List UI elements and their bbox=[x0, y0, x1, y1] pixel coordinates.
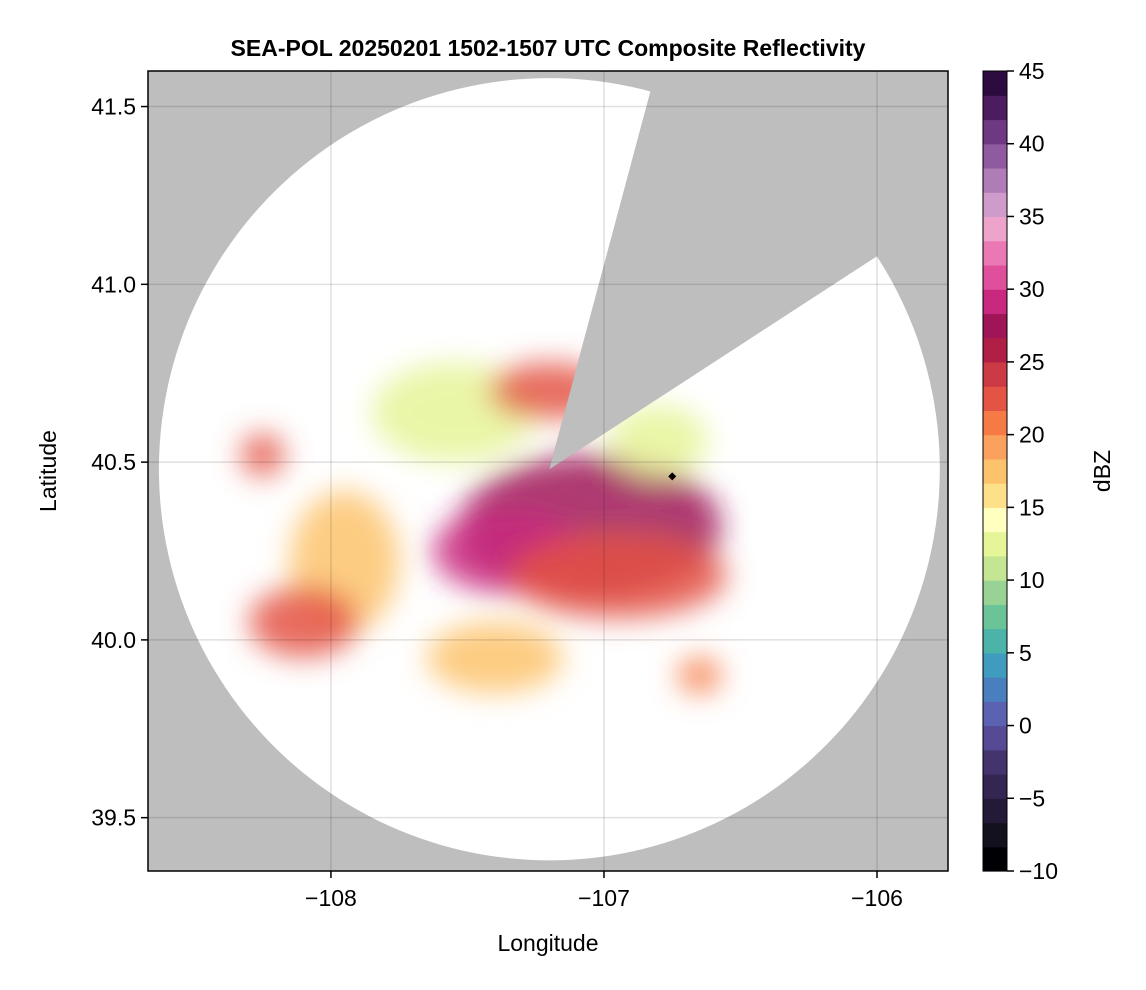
y-tick-label-3: 41.0 bbox=[91, 271, 136, 297]
colorbar-swatch-30 bbox=[983, 119, 1007, 145]
y-tick-label-2: 40.5 bbox=[91, 449, 136, 475]
y-tick-label-4: 41.5 bbox=[91, 94, 136, 120]
colorbar-swatch-6 bbox=[983, 701, 1007, 727]
colorbar-swatch-31 bbox=[983, 95, 1007, 121]
x-axis-ticks: −108 −107 −106 bbox=[305, 871, 903, 911]
colorbar-swatch-19 bbox=[983, 386, 1007, 411]
colorbar-swatch-17 bbox=[983, 434, 1007, 460]
x-tick-label-0: −108 bbox=[305, 885, 357, 911]
cb-tick-label-11: 45 bbox=[1019, 58, 1045, 84]
colorbar-swatch-24 bbox=[983, 264, 1007, 290]
colorbar-swatch-18 bbox=[983, 410, 1007, 436]
y-tick-label-0: 39.5 bbox=[91, 805, 136, 831]
chart-title: SEA-POL 20250201 1502-1507 UTC Composite… bbox=[231, 35, 866, 61]
colorbar-swatch-15 bbox=[983, 483, 1007, 508]
y-axis-ticks: 39.5 40.0 40.5 41.0 41.5 bbox=[91, 94, 148, 831]
colorbar-swatch-11 bbox=[983, 580, 1007, 605]
plot-frame bbox=[147, 70, 949, 872]
colorbar-label: dBZ bbox=[1089, 450, 1115, 492]
colorbar-swatch-0 bbox=[983, 846, 1007, 872]
colorbar-swatch-10 bbox=[983, 604, 1007, 630]
colorbar-swatch-4 bbox=[983, 749, 1007, 775]
colorbar-swatch-32 bbox=[983, 71, 1007, 96]
colorbar-swatch-29 bbox=[983, 143, 1007, 169]
cb-tick-label-7: 25 bbox=[1019, 349, 1045, 375]
colorbar-swatch-25 bbox=[983, 240, 1007, 266]
colorbar-ticks: −10 −5 0 5 10 15 20 25 30 35 40 45 bbox=[1007, 58, 1058, 884]
echo-region-9 bbox=[426, 622, 564, 694]
cb-tick-label-8: 30 bbox=[1019, 276, 1045, 302]
x-tick-label-1: −107 bbox=[578, 885, 630, 911]
echo-region-5 bbox=[609, 405, 708, 477]
cb-tick-label-9: 35 bbox=[1019, 203, 1045, 229]
colorbar-swatch-28 bbox=[983, 167, 1007, 193]
colorbar-frame bbox=[982, 70, 1008, 872]
colorbar-swatch-9 bbox=[983, 628, 1007, 654]
cb-tick-label-0: −10 bbox=[1019, 858, 1058, 884]
cb-tick-label-6: 20 bbox=[1019, 422, 1045, 448]
cb-tick-label-4: 10 bbox=[1019, 567, 1045, 593]
cb-tick-label-2: 0 bbox=[1019, 713, 1032, 739]
colorbar-swatch-3 bbox=[983, 774, 1007, 799]
cb-tick-label-10: 40 bbox=[1019, 131, 1045, 157]
echo-region-8 bbox=[240, 433, 285, 477]
colorbar-swatch-27 bbox=[983, 192, 1007, 218]
colorbar-swatch-14 bbox=[983, 507, 1007, 533]
grid-lines bbox=[148, 71, 948, 871]
colorbar-swatch-21 bbox=[983, 337, 1007, 363]
colorbar-swatch-2 bbox=[983, 798, 1007, 824]
colorbar-swatch-13 bbox=[983, 531, 1007, 557]
colorbar-swatch-5 bbox=[983, 725, 1007, 751]
colorbar-swatch-12 bbox=[983, 555, 1007, 581]
cb-tick-label-3: 5 bbox=[1019, 640, 1032, 666]
echo-region-10 bbox=[677, 657, 722, 694]
colorbar-swatch-7 bbox=[983, 677, 1007, 702]
site-marker bbox=[668, 472, 677, 481]
echo-region-7 bbox=[249, 586, 359, 658]
cb-tick-label-1: −5 bbox=[1019, 785, 1045, 811]
colorbar-swatch-26 bbox=[983, 216, 1007, 242]
x-tick-label-2: −106 bbox=[851, 885, 903, 911]
colorbar-swatch-8 bbox=[983, 652, 1007, 678]
blocked-sector bbox=[549, 91, 877, 470]
colorbar-swatch-16 bbox=[983, 458, 1007, 484]
colorbar bbox=[982, 70, 1008, 872]
colorbar-swatch-23 bbox=[983, 289, 1007, 315]
colorbar-swatch-22 bbox=[983, 313, 1007, 339]
colorbar-swatch-20 bbox=[983, 361, 1007, 387]
echo-region-2 bbox=[508, 533, 727, 619]
cb-tick-label-5: 15 bbox=[1019, 494, 1045, 520]
y-axis-label: Latitude bbox=[35, 430, 61, 512]
x-axis-label: Longitude bbox=[497, 930, 598, 956]
colorbar-swatch-1 bbox=[983, 822, 1007, 848]
plot-area bbox=[148, 71, 948, 871]
y-tick-label-1: 40.0 bbox=[91, 627, 136, 653]
